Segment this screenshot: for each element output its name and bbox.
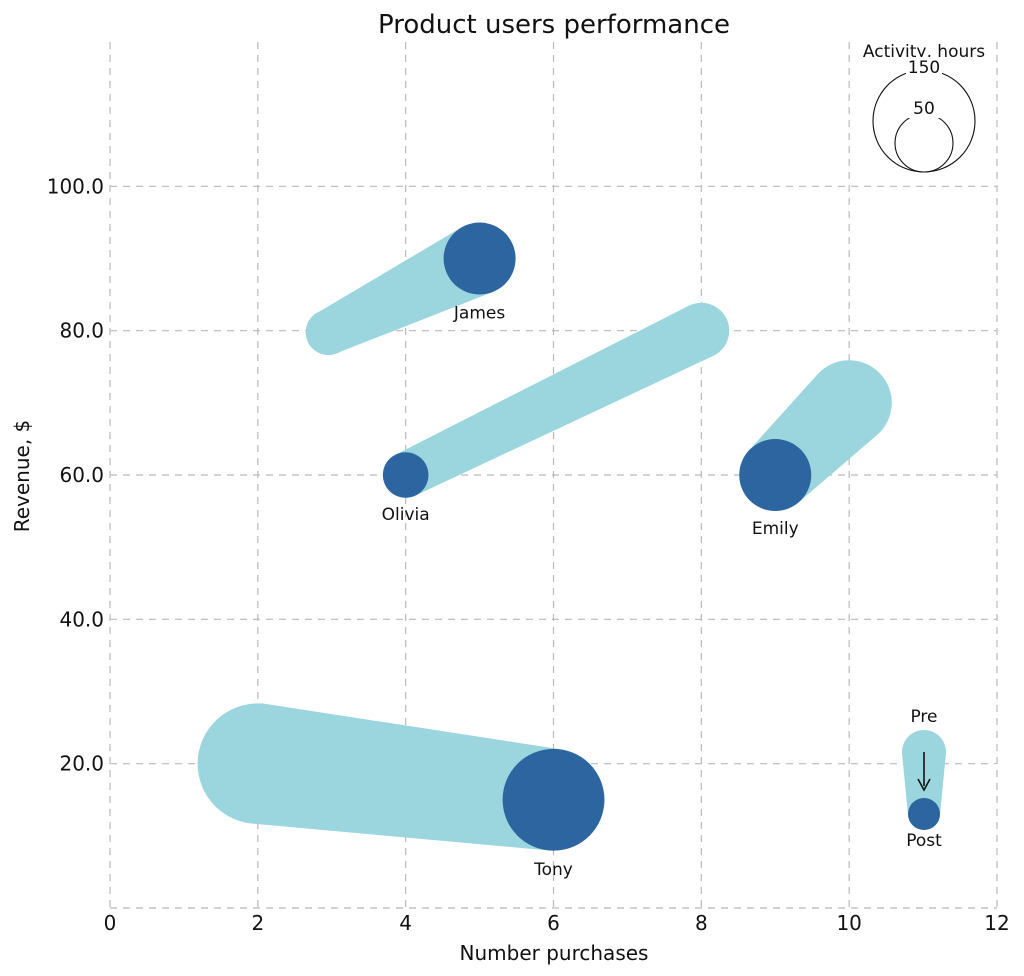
y-tick-label: 100.0 (47, 174, 104, 198)
user-label-olivia: Olivia (382, 505, 430, 525)
y-tick-label: 40.0 (59, 607, 104, 631)
size-legend-title: Activity, hours (863, 42, 985, 62)
y-axis-label: Revenue, $ (10, 420, 34, 533)
user-label-tony: Tony (533, 860, 573, 880)
grid (109, 42, 998, 909)
user-bubble-tony (502, 748, 605, 851)
axes: 0 2 4 6 8 10 12 20.0 40.0 60.0 80.0 100.0 (47, 174, 1010, 935)
user-label-emily: Emily (752, 519, 799, 539)
x-tick-label: 8 (695, 911, 708, 935)
size-legend-label-backdrop (906, 98, 942, 118)
x-tick-label: 0 (104, 911, 117, 935)
size-legend-circle (872, 69, 976, 173)
x-tick-label: 12 (984, 911, 1009, 935)
pre-legend-label: Pre (910, 707, 937, 727)
size-legend-label-backdrop (906, 57, 942, 77)
chart-title: Product users performance (378, 10, 730, 40)
user-trail-tony (197, 703, 605, 851)
user-bubbles: James Olivia Emily Tony (197, 222, 892, 880)
y-tick-label: 60.0 (59, 463, 104, 487)
user-label-james: James (453, 304, 505, 324)
x-tick-label: 2 (251, 911, 264, 935)
user-bubble-olivia (382, 452, 429, 498)
x-axis-label: Number purchases (460, 941, 649, 965)
post-legend-label: Post (906, 831, 942, 851)
size-legend-label: 50 (913, 99, 935, 119)
post-legend-bubble (908, 798, 940, 830)
x-tick-label: 4 (399, 911, 412, 935)
direction-arrow-head (917, 778, 931, 792)
y-tick-label: 20.0 (59, 752, 104, 776)
x-tick-label: 10 (836, 911, 861, 935)
y-tick-label: 80.0 (59, 319, 104, 343)
user-bubble-emily (739, 439, 812, 511)
size-legend-label: 150 (908, 58, 940, 78)
x-tick-label: 6 (547, 911, 560, 935)
user-trail-olivia (382, 302, 730, 498)
user-bubble-james (443, 222, 516, 295)
size-legend-circle (894, 113, 954, 173)
